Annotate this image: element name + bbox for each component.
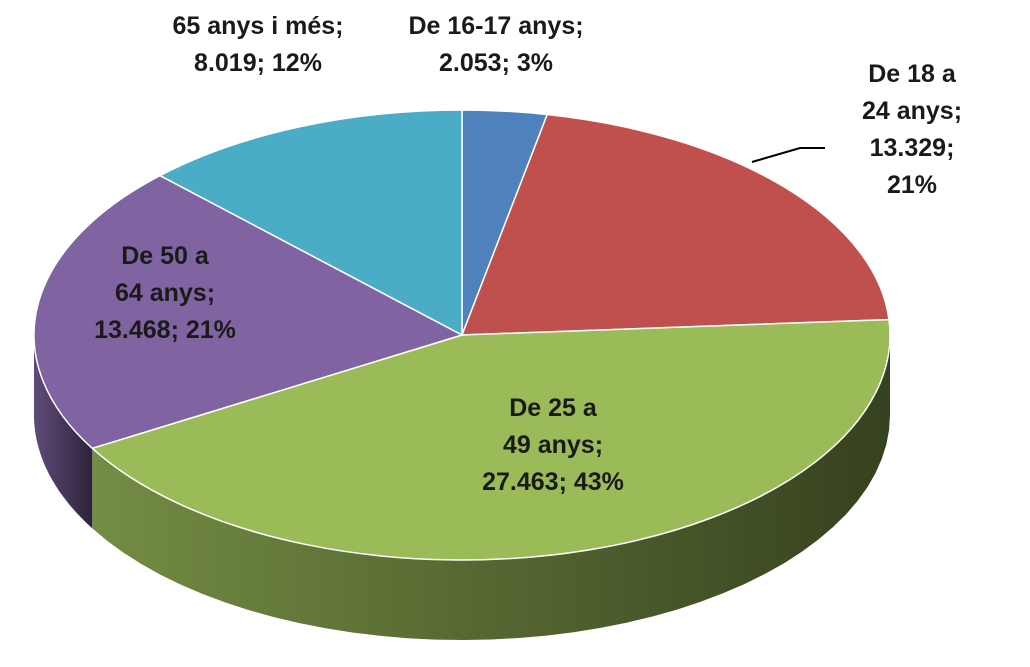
category-label: De 18 a 24 anys [861,60,956,125]
data-label: De 16-17 anys; 2.053; 3% [408,8,583,82]
data-label: De 50 a 64 anys; 13.468; 21% [94,238,236,349]
category-label: De 50 a 64 anys [114,242,209,307]
percent-label: 21% [886,171,938,199]
category-label: De 25 a 49 anys [502,394,597,459]
slice [33,174,463,450]
slice-side [92,335,890,640]
separator: ; [558,468,567,496]
percent-label: 43% [573,468,624,496]
separator: ; [946,134,955,162]
value-label: 13.468 [94,316,171,344]
separator: ; [335,12,344,40]
value-label: 27.463 [482,468,559,496]
value-label: 13.329 [869,134,947,162]
slice-side [34,335,93,529]
separator: ; [256,49,265,77]
separator: ; [501,49,510,77]
value-label: 8.019 [194,49,257,77]
percent-label: 21% [185,316,236,344]
percent-label: 3% [516,49,553,77]
percent-label: 12% [271,49,322,77]
data-label: 65 anys i més; 8.019; 12% [173,8,344,82]
slice [461,113,890,336]
separator: ; [953,97,963,125]
data-label: De 25 a 49 anys; 27.463; 43% [482,390,624,501]
data-label: De 18 a 24 anys; 13.329; 21% [853,56,971,204]
separator: ; [594,431,604,459]
slice [159,109,463,336]
category-label: De 16-17 anys [408,12,576,40]
leader-line [751,147,825,163]
separator: ; [170,316,179,344]
separator: ; [206,279,216,307]
value-label: 2.053 [439,49,502,77]
separator: ; [575,12,584,40]
category-label: 65 anys i més [172,12,336,40]
slice [91,318,891,561]
